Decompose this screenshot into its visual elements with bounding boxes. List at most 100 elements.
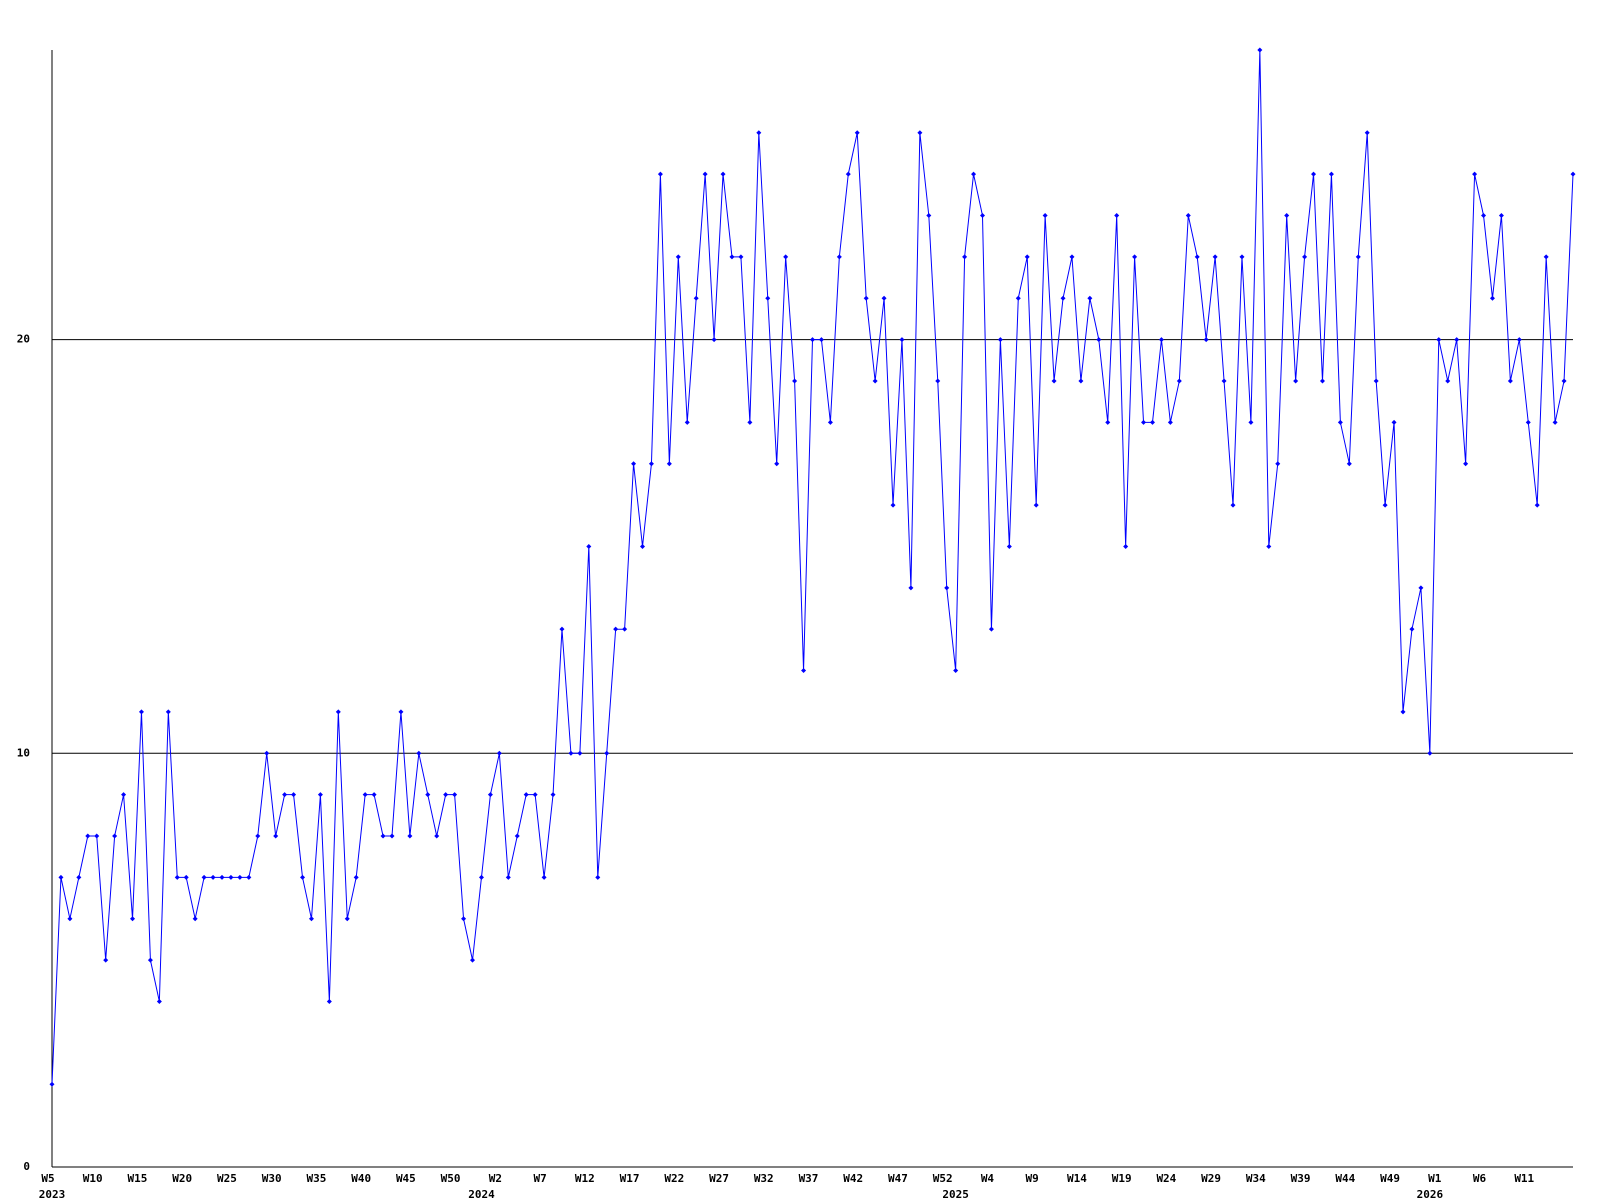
point [1498,212,1504,218]
point [818,337,824,343]
point [380,833,386,839]
point [648,461,654,467]
point [326,999,332,1005]
point [58,874,64,880]
point [85,833,91,839]
point [1060,295,1066,301]
point [1042,212,1048,218]
x-tick-label: W27 [709,1172,729,1185]
point [1346,461,1352,467]
point [586,543,592,549]
point [532,792,538,798]
x-tick-label: W47 [888,1172,908,1185]
point [1400,709,1406,715]
x-tick-label: W22 [664,1172,684,1185]
x-tick-label: W12 [575,1172,595,1185]
x-tick-label: W24 [1156,1172,1176,1185]
point [1275,461,1281,467]
point [890,502,896,508]
point [138,709,144,715]
point [1221,378,1227,384]
point [1489,295,1495,301]
point [1561,378,1567,384]
point [765,295,771,301]
y-tick-label: 10 [17,746,30,759]
x-group-label: 2024 [468,1188,495,1200]
point [1525,419,1531,425]
point [666,461,672,467]
point [434,833,440,839]
x-tick-label: W29 [1201,1172,1221,1185]
point [94,833,100,839]
point [1212,254,1218,260]
point [899,337,905,343]
point [452,792,458,798]
point [183,874,189,880]
point [693,295,699,301]
x-tick-label: W9 [1026,1172,1039,1185]
point [371,792,377,798]
point [1024,254,1030,260]
point [1239,254,1245,260]
x-tick-label: W6 [1473,1172,1487,1185]
point [1328,171,1334,177]
point [1302,254,1308,260]
point [962,254,968,260]
point [147,957,153,963]
x-tick-label: W10 [83,1172,103,1185]
point [237,874,243,880]
point [1427,750,1433,756]
x-tick-label: W45 [396,1172,416,1185]
x-tick-label: W15 [128,1172,148,1185]
point [1355,254,1361,260]
point [1069,254,1075,260]
point [1248,419,1254,425]
x-tick-label: W44 [1335,1172,1355,1185]
point [103,957,109,963]
point [255,833,261,839]
point [1033,502,1039,508]
point [496,750,502,756]
point [416,750,422,756]
point [774,461,780,467]
x-tick-label: W52 [933,1172,953,1185]
point [863,295,869,301]
x-tick-label: W35 [306,1172,326,1185]
point [720,171,726,177]
point [523,792,529,798]
point [443,792,449,798]
point [264,750,270,756]
point [631,461,637,467]
point [112,833,118,839]
point [926,212,932,218]
point [1114,212,1120,218]
x-tick-label: W37 [799,1172,819,1185]
point [1015,295,1021,301]
point [1418,585,1424,591]
x-group-label: 2023 [39,1188,66,1200]
point [1293,378,1299,384]
point [684,419,690,425]
point [478,874,484,880]
point [398,709,404,715]
point [1087,295,1093,301]
point [801,668,807,674]
point [604,750,610,756]
point [1051,378,1057,384]
point [1176,378,1182,384]
point [988,626,994,632]
point [979,212,985,218]
point [389,833,395,839]
point [505,874,511,880]
point [729,254,735,260]
point [291,792,297,798]
point [783,254,789,260]
point [613,626,619,632]
point [836,254,842,260]
point [1409,626,1415,632]
point [1445,378,1451,384]
point [908,585,914,591]
point [1454,337,1460,343]
point [1257,47,1263,53]
